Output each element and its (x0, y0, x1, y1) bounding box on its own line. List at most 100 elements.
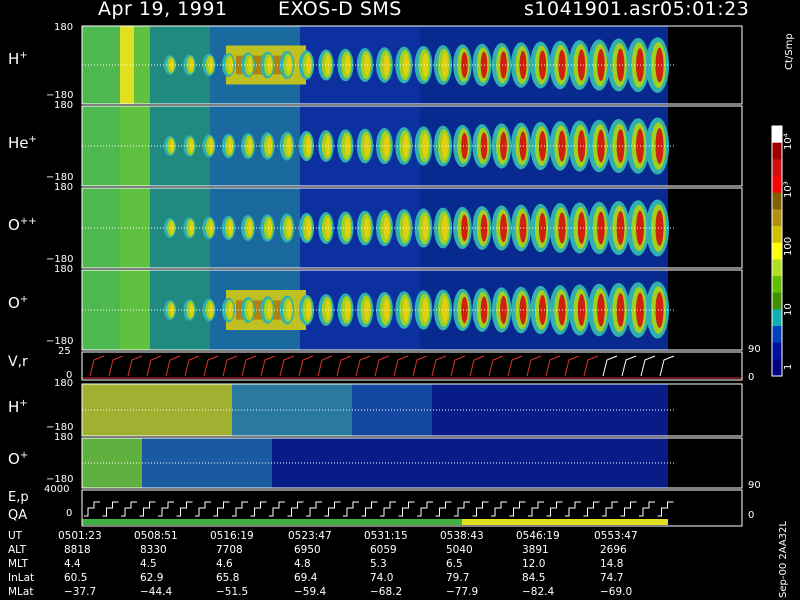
flux-arc (461, 296, 468, 324)
footer-cell: 4.5 (140, 558, 157, 570)
ep-trace (324, 501, 341, 517)
flux-arc (655, 210, 664, 246)
ytick-p4-bottom: −180 (46, 336, 74, 347)
flux-arc (616, 48, 625, 82)
ytick-vr-bottom: 0 (66, 370, 73, 381)
ytick-ep-right-bottom: 0 (748, 510, 755, 521)
footer-cell: −77.9 (446, 586, 479, 598)
ep-trace (102, 501, 119, 517)
footer-row-label: MLT (8, 558, 28, 570)
footer-cell: −69.0 (600, 586, 633, 598)
ep-trace (546, 501, 563, 517)
footer-cell: 0553:47 (594, 530, 638, 542)
colorbar-segment (772, 226, 782, 244)
ep-trace (565, 501, 581, 517)
qa-bar (82, 519, 462, 525)
colorbar-tick-100: 100 (783, 236, 794, 256)
flux-arc (189, 58, 194, 72)
flux-arc (655, 128, 664, 164)
panel-bg-band (150, 188, 210, 268)
ep-trace (176, 501, 193, 517)
colorbar-segment (772, 242, 782, 260)
flux-arc (500, 131, 507, 161)
footer-cell: 4.6 (216, 558, 233, 570)
colorbar-tick-1e3: 10³ (783, 181, 794, 198)
vr-trace (431, 355, 447, 377)
footer-row-label: MLat (8, 586, 34, 598)
ep-trace (158, 501, 174, 517)
vr-trace (127, 355, 143, 377)
flux-arc (344, 54, 351, 76)
processing-stamp: Sep-00 2AA32L (778, 521, 789, 598)
ep-trace (213, 501, 230, 517)
vr-trace (336, 355, 352, 377)
panel-label-o-plus-plus: O++ (8, 216, 37, 234)
flux-arc (383, 216, 390, 240)
ytick-vr-right-bottom: 0 (748, 372, 755, 383)
ytick-ep-bottom: 0 (66, 508, 73, 519)
flux-arc (577, 294, 586, 326)
vr-frame (81, 351, 743, 381)
ep-trace (657, 501, 674, 517)
colorbar-segment (772, 309, 782, 327)
flux-arc (577, 49, 586, 81)
ytick-ep-top: 4000 (44, 484, 70, 495)
colorbar-segment (772, 209, 782, 227)
chart-date: Apr 19, 1991 (98, 0, 228, 20)
flux-arc (422, 215, 429, 241)
vr-trace (583, 355, 599, 377)
vr-trace (412, 355, 428, 377)
flux-arc (305, 136, 312, 156)
ytick-p5-bottom: −180 (46, 422, 74, 433)
flux-arc (616, 293, 625, 327)
flux-arc (267, 301, 272, 319)
footer-row-label: UT (8, 530, 23, 542)
footer-cell: 4.8 (294, 558, 311, 570)
chart-time: 05:01:23 (660, 0, 750, 20)
flux-arc (538, 50, 547, 80)
ep-trace (454, 501, 470, 517)
vr-trace (146, 355, 162, 377)
chart-file: s1041901.asr (524, 0, 660, 20)
vr-trace (659, 355, 675, 377)
footer-cell: 5040 (446, 544, 473, 556)
ytick-p4-top: 180 (54, 264, 74, 275)
ep-trace (435, 501, 452, 517)
chart-instrument: EXOS-D SMS (278, 0, 402, 20)
flux-arc (189, 303, 194, 317)
ep-trace (620, 501, 637, 517)
flux-arc (538, 212, 547, 244)
low-panel-band (142, 438, 272, 488)
flux-arc (344, 135, 351, 157)
panel-label-o-plus-low: O+ (8, 450, 29, 468)
ep-trace (84, 501, 100, 517)
footer-cell: −59.4 (294, 586, 327, 598)
footer-cell: 6.5 (446, 558, 463, 570)
colorbar-segment (772, 342, 782, 360)
vr-trace (469, 355, 485, 377)
ep-trace (583, 501, 600, 517)
footer-cell: 6950 (294, 544, 321, 556)
flux-arc (383, 53, 390, 77)
flux-arc (228, 220, 233, 236)
flux-arc (267, 137, 272, 155)
ep-trace (639, 501, 655, 517)
vr-trace (545, 355, 561, 377)
footer-cell: 65.8 (216, 572, 240, 584)
ep-frame (81, 489, 743, 527)
ep-trace (121, 501, 137, 517)
ytick-vr-top: 25 (58, 346, 71, 357)
footer-cell: 0546:19 (516, 530, 560, 542)
ep-trace (491, 501, 507, 517)
vr-trace (488, 355, 504, 377)
colorbar-segment (772, 176, 782, 194)
vr-trace (526, 355, 542, 377)
footer-cell: 7708 (216, 544, 243, 556)
low-panel-frame (81, 437, 743, 489)
footer-cell: 62.9 (140, 572, 164, 584)
vr-trace (393, 355, 409, 377)
footer-cell: −44.4 (140, 586, 173, 598)
panel-label-qa: QA (8, 508, 28, 523)
ytick-p6-bottom: −180 (46, 474, 74, 485)
ep-trace (250, 501, 267, 517)
